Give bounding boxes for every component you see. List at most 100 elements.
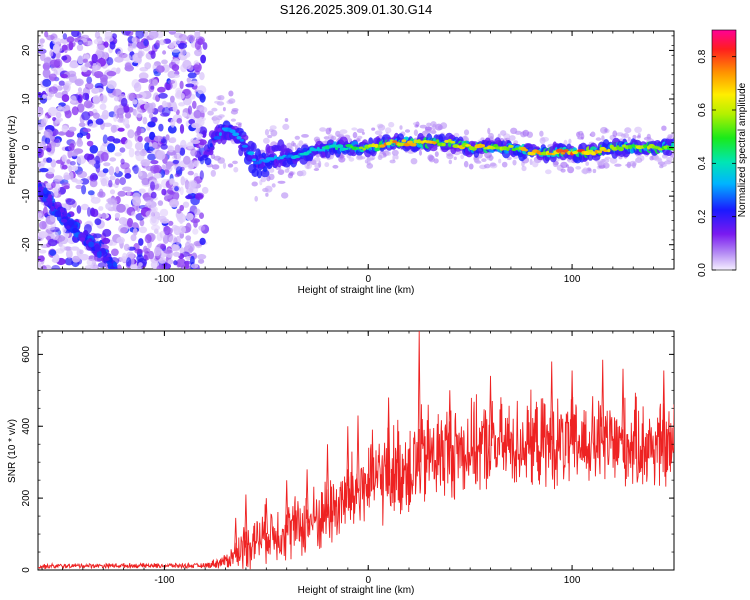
noise-blob [167,259,174,265]
noise-blob [146,200,152,206]
ridge-core [202,154,208,158]
track-blob [88,241,95,248]
noise-blob [52,37,63,46]
noise-blob [157,200,164,206]
noise-blob [172,104,178,113]
noise-blob [126,190,131,197]
noise-blob [45,147,52,152]
ridge-halo [438,133,446,142]
noise-blob [66,249,73,259]
y-tick-label: -20 [21,237,32,252]
noise-blob [95,87,104,93]
ridge-core [450,140,456,144]
noise-blob [128,147,135,158]
noise-blob [508,135,516,141]
noise-blob [132,196,142,207]
noise-blob [199,106,208,113]
noise-blob [159,39,166,46]
noise-blob [175,166,183,175]
noise-blob [61,44,68,51]
ridge-core [213,136,222,140]
noise-blob [88,123,98,128]
noise-blob [42,94,47,99]
ridge-core [511,148,517,152]
ridge-core [273,155,278,160]
noise-blob [348,157,355,162]
noise-blob [46,157,53,163]
noise-blob [116,107,125,116]
spectrogram-y-axis-title: Frequency (Hz) [7,116,18,185]
noise-blob [107,199,118,206]
ridge-core [206,149,210,152]
noise-blob [318,160,322,168]
noise-blob [66,36,75,43]
noise-blob [198,225,206,231]
noise-blob [174,186,179,192]
noise-blob [377,124,386,131]
noise-blob [545,169,552,175]
noise-blob [152,142,158,149]
noise-blob [43,206,48,216]
noise-blob [529,158,533,166]
ridge-core [508,144,514,148]
noise-blob [119,177,126,186]
ridge-core [209,143,213,148]
noise-blob [59,245,66,252]
track-blob [72,228,79,233]
noise-blob [385,151,392,156]
noise-blob [138,72,149,80]
noise-blob [194,31,201,40]
noise-blob [43,129,53,139]
chart-title: S126.2025.309.01.30.G14 [280,2,433,17]
noise-blob [124,139,133,150]
colorbar: 0.0 0.2 0.4 0.6 0.8 Normalized spectral ampl… [697,29,748,277]
noise-blob [38,255,45,262]
noise-blob [93,71,104,78]
noise-blob [389,159,396,164]
noise-blob [150,50,156,59]
ridge-core [358,146,364,149]
noise-blob [265,192,269,197]
noise-blob [134,248,144,254]
noise-blob [92,95,101,105]
noise-blob [112,138,121,144]
noise-blob [86,76,93,84]
noise-blob [282,123,290,130]
noise-blob [632,134,637,140]
snr-peak [601,359,605,444]
noise-blob [620,133,626,138]
noise-blob [385,127,392,134]
noise-blob [230,118,236,122]
noise-blob [264,185,273,193]
snr-peak [662,370,666,447]
ridge-core [336,144,344,149]
noise-blob [106,70,117,77]
noise-blob [194,49,202,57]
noise-blob [568,138,572,144]
noise-blob [170,73,180,79]
ridge-core [435,139,440,143]
noise-blob [81,111,91,121]
noise-blob [70,246,80,251]
noise-blob [61,182,70,188]
noise-blob [392,154,396,162]
ridge-core [563,149,569,153]
noise-blob [64,109,72,119]
noise-blob [424,126,432,132]
noise-blob [116,50,124,58]
noise-blob [169,198,180,208]
noise-blob [46,34,55,41]
noise-blob [84,153,91,160]
noise-blob [200,54,207,64]
noise-blob [156,150,166,161]
noise-blob [99,94,108,104]
noise-blob [575,166,582,170]
noise-blob [144,62,152,70]
noise-blob [523,130,528,137]
noise-blob [132,228,138,236]
noise-blob [127,45,134,53]
noise-blob [160,112,170,117]
noise-blob [339,129,348,134]
noise-blob [612,130,618,138]
snr-peak [325,444,330,513]
